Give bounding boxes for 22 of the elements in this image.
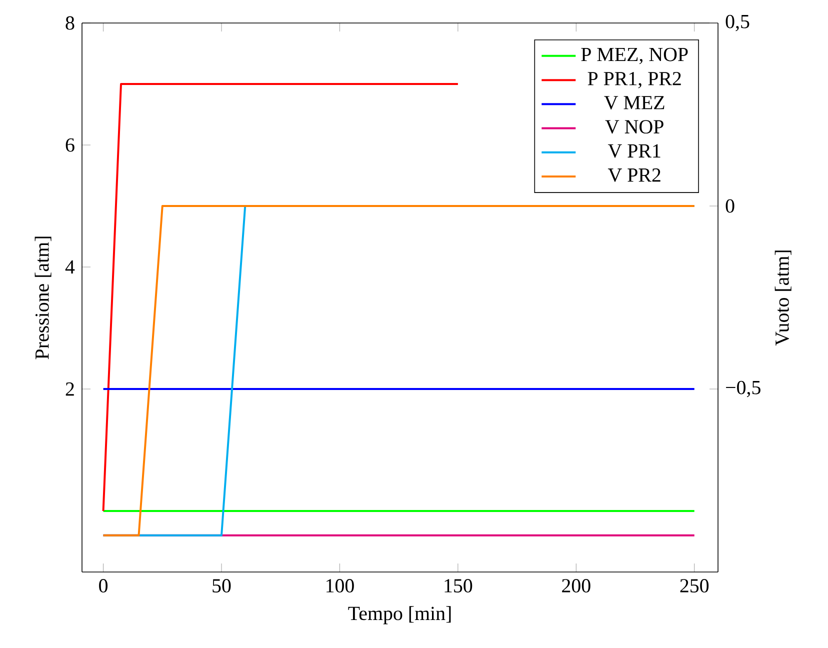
y2-tick-label: 0,5 <box>726 14 750 32</box>
legend-label: V PR1 <box>608 144 660 158</box>
legend-label: P PR1, PR2 <box>588 72 681 88</box>
x-tick-label: 150 <box>444 579 472 592</box>
y-tick-label: 2 <box>66 382 74 396</box>
y-tick-label: 6 <box>66 138 74 152</box>
legend-label: V NOP <box>605 120 664 134</box>
y-tick-label: 4 <box>65 260 75 274</box>
x-tick-label: 50 <box>212 579 231 592</box>
y2-tick-label: 0 <box>726 199 734 213</box>
y-tick-label: 8 <box>66 16 74 30</box>
y-axis-title: Pressione [atm] <box>34 236 52 360</box>
legend-label: V PR2 <box>608 168 660 182</box>
legend-label: P MEZ, NOP <box>581 48 688 64</box>
y2-tick-label: −0,5 <box>726 380 760 398</box>
x-tick-label: 200 <box>562 579 590 592</box>
x-axis-title: Tempo [min] <box>348 606 451 624</box>
legend-label: V MEZ <box>604 96 664 110</box>
x-tick-label: 250 <box>680 579 709 592</box>
x-tick-label: 100 <box>326 579 354 592</box>
x-tick-label: 0 <box>99 579 108 592</box>
y2-axis-title: Vuoto [atm] <box>774 250 792 346</box>
